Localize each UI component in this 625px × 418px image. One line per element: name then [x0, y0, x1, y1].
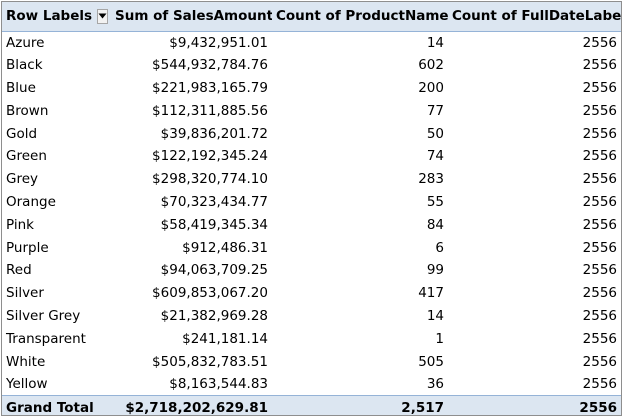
date-count-cell[interactable]: 2556: [582, 376, 617, 393]
sales-amount-cell[interactable]: $122,192,345.24: [152, 148, 268, 165]
product-count-cell[interactable]: 200: [418, 79, 444, 96]
row-label-cell[interactable]: Yellow: [6, 376, 48, 393]
sales-amount-cell[interactable]: $21,382,969.28: [160, 307, 268, 324]
table-row[interactable]: Grey $298,320,774.10 283 2556: [2, 168, 621, 191]
row-label-cell[interactable]: Pink: [6, 216, 34, 233]
sales-amount-cell[interactable]: $9,432,951.01: [169, 34, 268, 51]
row-label-cell[interactable]: Purple: [6, 239, 49, 256]
header-row: Row Labels Sum of SalesAmount Count of P…: [2, 2, 621, 32]
date-count-cell[interactable]: 2556: [582, 239, 617, 256]
grand-total-label[interactable]: Grand Total: [2, 395, 111, 415]
table-row[interactable]: White $505,832,783.51 505 2556: [2, 350, 621, 373]
sum-sales-header[interactable]: Sum of SalesAmount: [111, 2, 272, 32]
row-label-cell[interactable]: Transparent: [6, 330, 86, 347]
pivot-body: Azure $9,432,951.01 14 2556 Black $544,932,78…: [2, 31, 621, 396]
sales-amount-cell[interactable]: $505,832,783.51: [152, 353, 268, 370]
row-labels-header-text: Row Labels: [6, 8, 93, 25]
product-count-cell[interactable]: 6: [435, 239, 444, 256]
table-row[interactable]: Transparent $241,181.14 1 2556: [2, 327, 621, 350]
date-count-cell[interactable]: 2556: [582, 262, 617, 279]
sales-amount-cell[interactable]: $241,181.14: [182, 330, 268, 347]
product-count-cell[interactable]: 77: [426, 102, 444, 119]
product-count-cell[interactable]: 74: [426, 148, 444, 165]
date-count-cell[interactable]: 2556: [582, 353, 617, 370]
date-count-cell[interactable]: 2556: [582, 148, 617, 165]
date-count-cell[interactable]: 2556: [582, 57, 617, 74]
date-count-cell[interactable]: 2556: [582, 79, 617, 96]
sales-amount-cell[interactable]: $8,163,544.83: [169, 376, 268, 393]
table-row[interactable]: Yellow $8,163,544.83 36 2556: [2, 373, 621, 396]
grand-total-dates[interactable]: 2556: [448, 395, 621, 415]
table-row[interactable]: Pink $58,419,345.34 84 2556: [2, 213, 621, 236]
product-count-cell[interactable]: 55: [426, 193, 444, 210]
table-row[interactable]: Blue $221,983,165.79 200 2556: [2, 77, 621, 100]
row-label-cell[interactable]: Orange: [6, 193, 56, 210]
date-count-cell[interactable]: 2556: [582, 102, 617, 119]
pivot-header: Row Labels Sum of SalesAmount Count of P…: [2, 2, 621, 32]
date-count-cell[interactable]: 2556: [582, 285, 617, 302]
row-label-cell[interactable]: Grey: [6, 171, 39, 188]
product-count-cell[interactable]: 1: [435, 330, 444, 347]
dropdown-arrow-icon[interactable]: [97, 8, 109, 24]
product-count-cell[interactable]: 283: [418, 171, 444, 188]
row-label-cell[interactable]: Brown: [6, 102, 49, 119]
sales-amount-cell[interactable]: $221,983,165.79: [152, 79, 268, 96]
row-label-cell[interactable]: Gold: [6, 125, 38, 142]
sales-amount-cell[interactable]: $58,419,345.34: [160, 216, 268, 233]
sales-amount-cell[interactable]: $912,486.31: [182, 239, 268, 256]
product-count-cell[interactable]: 417: [418, 285, 444, 302]
table-row[interactable]: Silver Grey $21,382,969.28 14 2556: [2, 305, 621, 328]
product-count-cell[interactable]: 14: [426, 34, 444, 51]
row-label-cell[interactable]: Green: [6, 148, 47, 165]
row-label-cell[interactable]: Azure: [6, 34, 45, 51]
sales-amount-cell[interactable]: $112,311,885.56: [152, 102, 268, 119]
product-count-cell[interactable]: 84: [426, 216, 444, 233]
sales-amount-cell[interactable]: $70,323,434.77: [160, 193, 268, 210]
row-label-cell[interactable]: Red: [6, 262, 32, 279]
table-row[interactable]: Green $122,192,345.24 74 2556: [2, 145, 621, 168]
row-label-cell[interactable]: White: [6, 353, 46, 370]
row-label-cell[interactable]: Silver: [6, 285, 44, 302]
count-date-header[interactable]: Count of FullDateLabel: [448, 2, 621, 32]
product-count-cell[interactable]: 50: [426, 125, 444, 142]
sales-amount-cell[interactable]: $94,063,709.25: [160, 262, 268, 279]
date-count-cell[interactable]: 2556: [582, 307, 617, 324]
row-labels-header[interactable]: Row Labels: [2, 2, 111, 32]
grand-total-sales[interactable]: $2,718,202,629.81: [111, 395, 272, 415]
sales-amount-cell[interactable]: $39,836,201.72: [160, 125, 268, 142]
date-count-cell[interactable]: 2556: [582, 125, 617, 142]
product-count-cell[interactable]: 99: [426, 262, 444, 279]
product-count-cell[interactable]: 505: [418, 353, 444, 370]
sales-amount-cell[interactable]: $609,853,067.20: [152, 285, 268, 302]
table-row[interactable]: Purple $912,486.31 6 2556: [2, 236, 621, 259]
product-count-cell[interactable]: 14: [426, 307, 444, 324]
date-count-cell[interactable]: 2556: [582, 34, 617, 51]
table-row[interactable]: Black $544,932,784.76 602 2556: [2, 54, 621, 77]
table-row[interactable]: Azure $9,432,951.01 14 2556: [2, 31, 621, 54]
date-count-cell[interactable]: 2556: [582, 216, 617, 233]
table-row[interactable]: Silver $609,853,067.20 417 2556: [2, 282, 621, 305]
table-row[interactable]: Red $94,063,709.25 99 2556: [2, 259, 621, 282]
table-row[interactable]: Gold $39,836,201.72 50 2556: [2, 122, 621, 145]
count-product-header[interactable]: Count of ProductName: [272, 2, 448, 32]
product-count-cell[interactable]: 36: [426, 376, 444, 393]
date-count-cell[interactable]: 2556: [582, 171, 617, 188]
table-row[interactable]: Orange $70,323,434.77 55 2556: [2, 191, 621, 214]
grand-total-products[interactable]: 2,517: [272, 395, 448, 415]
sales-amount-cell[interactable]: $298,320,774.10: [152, 171, 268, 188]
date-count-cell[interactable]: 2556: [582, 193, 617, 210]
date-count-cell[interactable]: 2556: [582, 330, 617, 347]
grand-total-row[interactable]: Grand Total $2,718,202,629.81 2,517 2556: [2, 395, 621, 415]
product-count-cell[interactable]: 602: [418, 57, 444, 74]
sales-amount-cell[interactable]: $544,932,784.76: [152, 57, 268, 74]
pivot-footer: Grand Total $2,718,202,629.81 2,517 2556: [2, 395, 621, 415]
row-label-cell[interactable]: Blue: [6, 79, 36, 96]
row-label-cell[interactable]: Silver Grey: [6, 307, 81, 324]
row-label-cell[interactable]: Black: [6, 57, 43, 74]
table-row[interactable]: Brown $112,311,885.56 77 2556: [2, 99, 621, 122]
